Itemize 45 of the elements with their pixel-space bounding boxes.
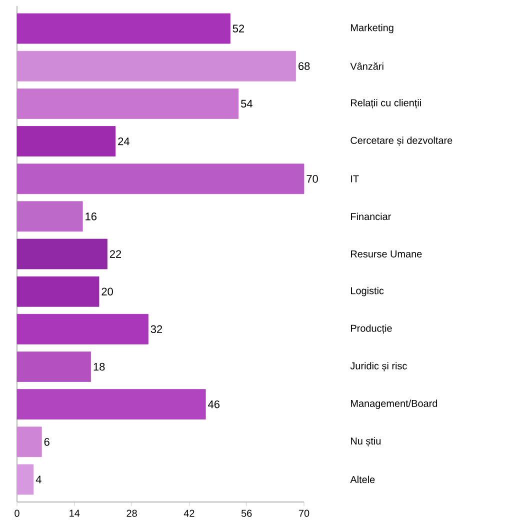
y-tick-label: Logistic <box>351 286 384 296</box>
data-label: 70 <box>306 174 318 183</box>
data-label: 18 <box>94 362 105 371</box>
data-label: 46 <box>208 400 220 408</box>
data-label: 54 <box>241 100 252 108</box>
x-tick-label: 56 <box>241 510 252 517</box>
y-tick-label: Management/Board <box>351 400 438 409</box>
data-label: 4 <box>36 476 42 484</box>
y-tick-label: IT <box>351 175 359 182</box>
x-tick-label: 70 <box>298 510 310 517</box>
bar <box>16 201 83 232</box>
bar <box>16 314 148 344</box>
bar <box>16 50 296 82</box>
y-tick-label: Relații cu clienții <box>351 99 421 108</box>
bar <box>16 164 304 194</box>
y-tick-label: Juridic și risc <box>350 362 407 372</box>
y-tick-label: Resurse Umane <box>351 250 422 258</box>
x-tick-label: 42 <box>184 510 194 517</box>
data-label: 20 <box>102 288 113 296</box>
bar <box>16 13 230 44</box>
bar <box>16 464 34 495</box>
x-tick-label: 0 <box>14 510 20 517</box>
x-tick-label: 28 <box>126 510 137 517</box>
y-tick-label: Cercetare și dezvoltare <box>350 136 452 146</box>
y-tick-label: Vânzări <box>350 62 384 70</box>
bar <box>16 389 206 420</box>
bar <box>16 126 116 156</box>
data-label: 16 <box>86 212 96 220</box>
x-tick-label: 14 <box>70 510 80 517</box>
y-tick-label: Marketing <box>351 24 394 34</box>
y-tick-label: Producție <box>351 324 392 334</box>
y-tick-label: Financiar <box>351 212 392 220</box>
y-tick-label: Altele <box>350 476 375 484</box>
data-label: 52 <box>232 24 244 32</box>
bar <box>16 238 108 270</box>
data-label: 6 <box>44 438 50 446</box>
data-label: 22 <box>110 250 122 258</box>
bar <box>16 276 100 307</box>
y-tick-label: Nu știu <box>351 437 381 447</box>
bar <box>16 352 91 382</box>
bar <box>16 88 239 119</box>
bar <box>16 426 42 458</box>
data-label: 68 <box>298 62 310 70</box>
data-label: 24 <box>118 137 130 146</box>
data-label: 32 <box>150 325 162 334</box>
